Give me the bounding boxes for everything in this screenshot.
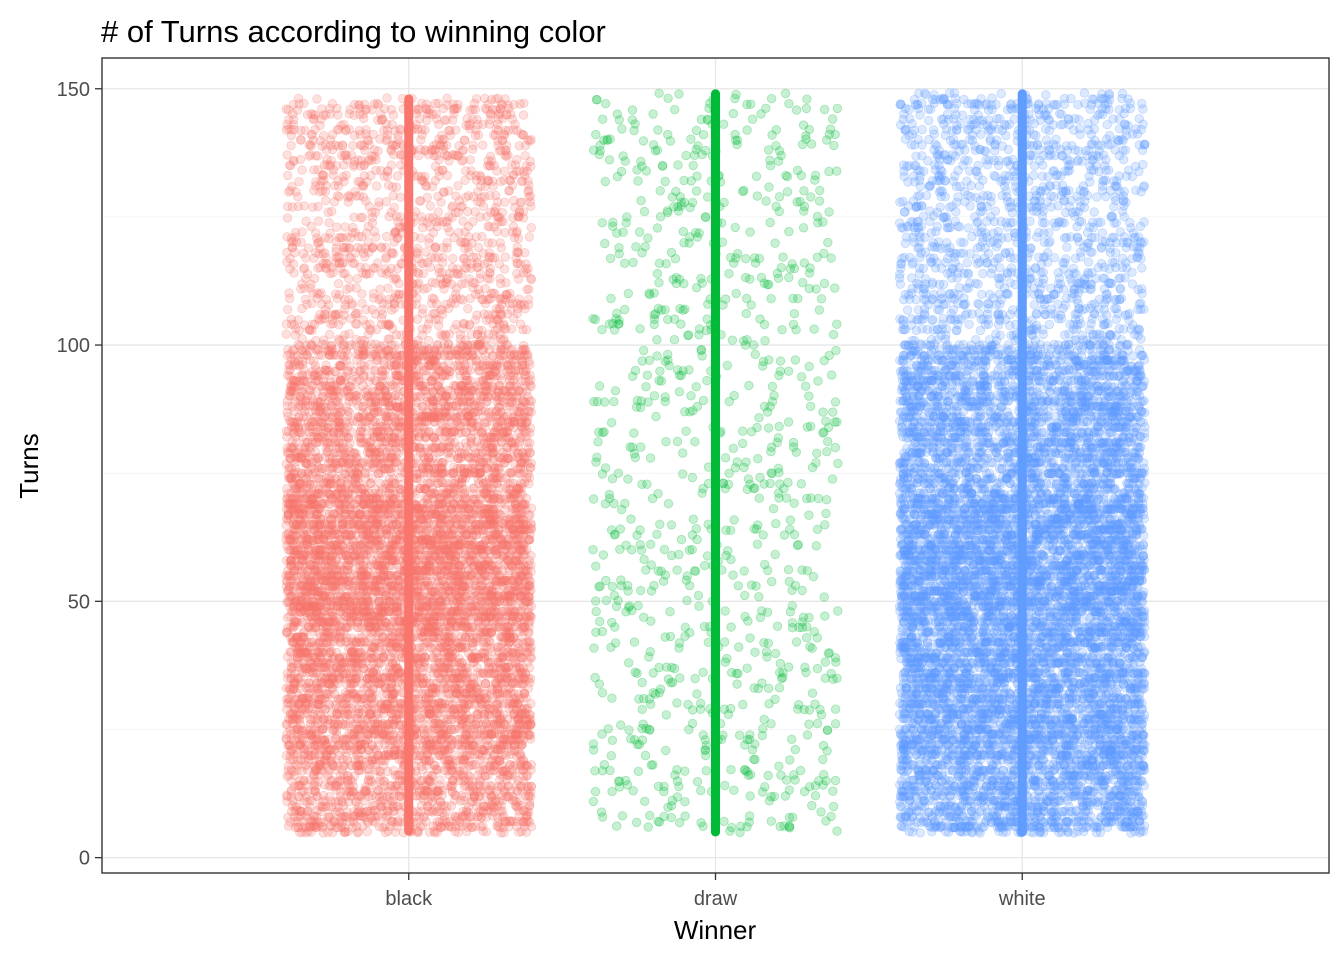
data-point-black (473, 242, 484, 253)
data-point-black (372, 181, 382, 191)
data-point-black (499, 545, 509, 555)
data-point-black (356, 791, 366, 802)
data-point-black (383, 283, 393, 293)
chart-title: # of Turns according to winning color (101, 14, 606, 49)
data-point-black (301, 216, 311, 227)
data-point-black (360, 263, 371, 273)
data-point-black (440, 407, 450, 417)
data-point-black (356, 524, 366, 535)
data-points (281, 88, 1150, 838)
data-point-black (453, 181, 463, 191)
data-point-black (352, 274, 363, 284)
data-point-black (390, 781, 400, 792)
data-point-black (425, 262, 436, 272)
data-point-black (476, 510, 486, 520)
data-point-black (524, 790, 534, 801)
data-point-black (469, 407, 479, 418)
data-point-black (436, 197, 446, 207)
data-point-black (294, 99, 304, 109)
data-point-black (290, 227, 301, 238)
data-point-black (346, 510, 357, 520)
data-point-black (438, 540, 449, 550)
plot-panel (101, 57, 1330, 874)
data-point-black (293, 192, 303, 202)
data-point-black (306, 221, 316, 232)
data-point-black (459, 617, 470, 627)
data-point-black (297, 165, 307, 175)
data-point-black (291, 607, 301, 617)
data-point-black (312, 94, 322, 104)
data-point-black (355, 549, 365, 560)
data-point-black (293, 791, 304, 802)
data-point-black (485, 222, 495, 232)
data-point-black (296, 237, 306, 248)
data-point-black (335, 664, 346, 674)
data-point-black (437, 309, 448, 320)
data-point-black (454, 474, 464, 484)
data-point-black (366, 775, 376, 785)
data-point-black (505, 468, 516, 478)
data-point-black (312, 606, 322, 616)
data-point-black (291, 187, 301, 197)
data-point-black (499, 166, 510, 176)
data-point-black (382, 231, 392, 242)
data-point-black (445, 519, 455, 529)
data-point-black (368, 427, 379, 437)
data-point-black (468, 140, 478, 150)
data-point-black (423, 725, 433, 735)
data-point-black (283, 304, 293, 315)
data-point-black (478, 140, 488, 150)
data-point-black (327, 206, 337, 217)
data-point-black (281, 329, 292, 339)
data-point-black (503, 125, 514, 136)
data-point-black (296, 592, 306, 602)
data-point-black (375, 284, 385, 294)
data-point-black (313, 216, 324, 226)
data-point-black (385, 596, 395, 606)
data-point-black (444, 489, 454, 499)
data-point-black (388, 191, 399, 201)
data-point-black (448, 253, 458, 264)
data-point-black (318, 828, 329, 838)
data-point-black (500, 252, 511, 262)
data-point-black (425, 201, 436, 211)
data-point-black (443, 657, 453, 668)
data-point-black (379, 503, 389, 514)
data-point-black (413, 243, 423, 254)
data-point-black (442, 632, 452, 643)
data-point-black (520, 304, 530, 314)
data-point-black (336, 457, 347, 468)
data-point-black (362, 827, 372, 837)
data-point-black (371, 232, 381, 242)
data-point-black (443, 612, 454, 622)
data-point-black (348, 222, 358, 233)
data-point-black (369, 463, 380, 473)
data-point-black (433, 207, 444, 217)
data-point-black (421, 247, 431, 257)
data-point-black (313, 151, 323, 161)
data-point-black (285, 293, 295, 304)
